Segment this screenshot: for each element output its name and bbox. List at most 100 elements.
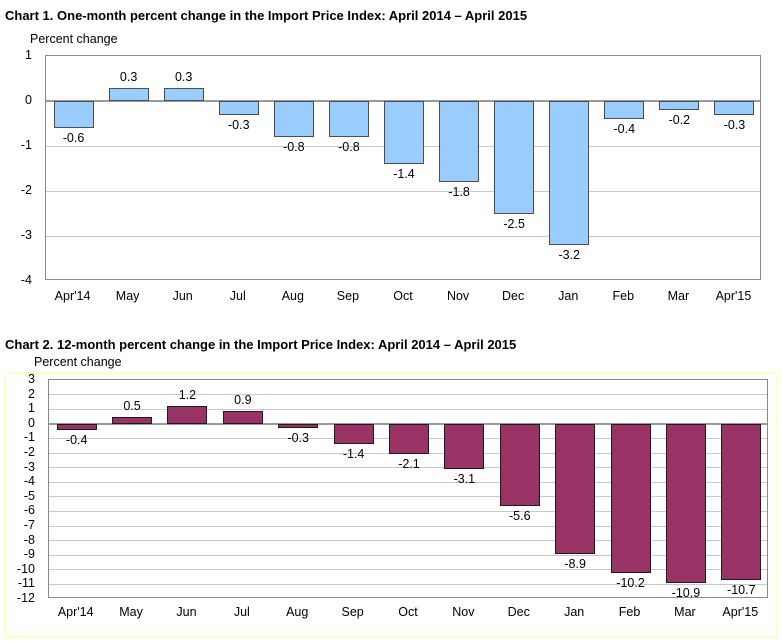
- x-category-label: Jan: [558, 289, 579, 303]
- bar-value-label: -3.1: [453, 472, 476, 487]
- bar-jul: [222, 410, 263, 424]
- bar-jul: [218, 101, 259, 115]
- bar-jun: [163, 87, 204, 101]
- x-category-label: Oct: [393, 289, 413, 303]
- bar-value-label: -10.7: [727, 583, 756, 598]
- bar-value-label: -1.8: [448, 185, 470, 199]
- chart-1-y-axis-title: Percent change: [30, 32, 118, 46]
- y-tick-label: -1: [23, 430, 35, 445]
- y-tick-label: -1: [20, 138, 32, 152]
- x-category-label: Jul: [229, 289, 246, 303]
- chart-1-title: Chart 1. One-month percent change in the…: [5, 8, 528, 23]
- bar-value-label: 0.3: [174, 69, 193, 84]
- gridline: [49, 540, 767, 542]
- bar-jun: [167, 406, 208, 424]
- y-tick-label: -2: [23, 445, 35, 459]
- bar-may: [108, 87, 149, 101]
- bar-value-label: -10.2: [616, 575, 645, 590]
- x-category-label: Feb: [618, 605, 641, 619]
- gridline: [49, 394, 767, 396]
- y-tick-label: -6: [23, 503, 35, 518]
- bar-mar: [665, 423, 706, 583]
- chart-2-frame: [4, 372, 778, 638]
- x-category-label: Sep: [341, 605, 364, 619]
- bar-value-label: -0.4: [613, 122, 636, 136]
- bar-nov: [444, 423, 485, 470]
- y-tick-label: 2: [28, 386, 35, 401]
- gridline: [49, 554, 767, 556]
- y-tick-label: -4: [20, 273, 32, 287]
- gridline: [46, 235, 760, 237]
- gridline: [49, 525, 767, 527]
- bar-sep: [333, 423, 374, 445]
- bar-value-label: -0.8: [338, 140, 360, 154]
- x-category-label: Oct: [398, 605, 418, 619]
- bar-value-label: -2.1: [398, 457, 420, 472]
- bar-dec: [494, 101, 535, 214]
- bar-value-label: 1.2: [178, 388, 197, 403]
- bar-value-label: -1.4: [342, 447, 365, 462]
- bar-value-label: -5.6: [508, 508, 531, 523]
- bar-value-label: -0.3: [287, 431, 309, 446]
- bar-value-label: -0.3: [227, 117, 250, 132]
- x-category-label: Apr'15: [722, 605, 759, 619]
- y-tick-label: 0: [25, 93, 32, 107]
- bar-dec: [499, 423, 540, 506]
- y-tick-label: -10: [16, 561, 35, 576]
- bar-apr14: [53, 101, 94, 128]
- y-tick-label: -11: [17, 576, 35, 591]
- y-tick-label: -3: [20, 228, 32, 242]
- bar-value-label: -0.2: [668, 113, 691, 127]
- x-category-label: Dec: [502, 289, 525, 303]
- bar-value-label: -1.4: [393, 167, 415, 181]
- bar-feb: [604, 101, 645, 119]
- x-category-label: Jul: [233, 605, 250, 619]
- gridline: [49, 569, 767, 571]
- bar-apr15: [721, 423, 762, 581]
- bar-oct: [389, 423, 429, 455]
- bar-value-label: -0.4: [65, 432, 88, 447]
- x-category-label: May: [115, 289, 140, 303]
- bar-nov: [439, 101, 480, 182]
- bar-apr15: [714, 101, 755, 115]
- x-category-label: Aug: [281, 289, 304, 303]
- bar-value-label: 0.9: [234, 392, 252, 407]
- x-category-label: Apr'14: [54, 289, 91, 303]
- bar-value-label: -0.6: [62, 131, 85, 145]
- x-category-label: Apr'15: [715, 289, 752, 303]
- bar-feb: [610, 423, 651, 573]
- gridline: [49, 496, 767, 498]
- bar-mar: [659, 101, 700, 110]
- x-category-label: Feb: [612, 289, 635, 303]
- chart-2-plot: -0.4 0.5 1.2 0.9 -0.3 -1.4 -2.1 -3.1 -5.6 -8.9 -10…: [48, 379, 768, 599]
- x-category-label: Dec: [507, 605, 530, 619]
- x-category-label: May: [119, 605, 143, 619]
- bar-value-label: 0.5: [123, 398, 141, 413]
- bar-value-label: -0.3: [723, 117, 746, 132]
- gridline: [49, 583, 767, 585]
- gridline: [49, 467, 767, 469]
- y-tick-label: 1: [28, 401, 35, 416]
- bar-aug: [273, 101, 314, 137]
- gridline: [49, 510, 767, 512]
- gridline: [49, 408, 767, 410]
- chart-2-y-axis-title: Percent change: [34, 355, 122, 369]
- y-tick-label: -8: [23, 532, 35, 547]
- bar-value-label: -0.8: [283, 140, 305, 154]
- bar-sep: [328, 101, 369, 137]
- gridline: [49, 481, 767, 483]
- x-category-label: Nov: [452, 605, 475, 619]
- bar-jan: [555, 423, 596, 554]
- bar-may: [112, 416, 153, 424]
- x-category-label: Jun: [176, 605, 197, 619]
- y-tick-label: -9: [23, 547, 35, 562]
- x-category-label: Sep: [336, 289, 360, 303]
- bar-value-label: 0.3: [119, 69, 138, 84]
- bar-aug: [278, 423, 319, 429]
- x-category-label: Jan: [564, 605, 585, 619]
- x-category-label: Nov: [446, 289, 470, 303]
- y-tick-label: -5: [23, 488, 35, 503]
- bar-apr14: [56, 423, 97, 430]
- bar-jan: [549, 101, 590, 245]
